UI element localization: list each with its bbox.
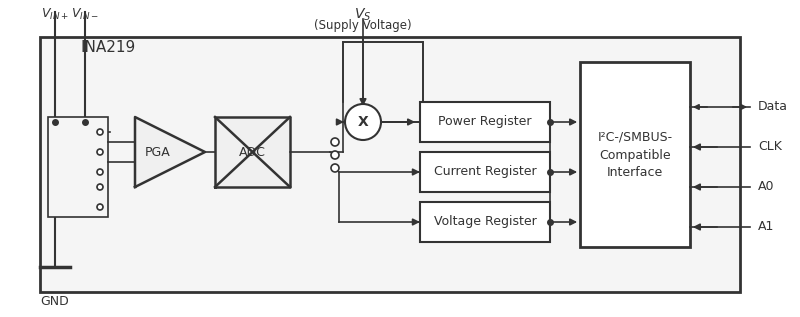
FancyBboxPatch shape xyxy=(420,202,550,242)
Text: A0: A0 xyxy=(758,180,774,193)
FancyBboxPatch shape xyxy=(420,102,550,142)
Text: PGA: PGA xyxy=(145,146,171,158)
Text: A1: A1 xyxy=(758,221,774,234)
Text: ADC: ADC xyxy=(238,146,266,158)
Circle shape xyxy=(97,184,103,190)
Circle shape xyxy=(97,169,103,175)
Text: Voltage Register: Voltage Register xyxy=(434,216,536,229)
Circle shape xyxy=(345,104,381,140)
Circle shape xyxy=(331,164,339,172)
Circle shape xyxy=(97,129,103,135)
Polygon shape xyxy=(215,117,290,187)
Polygon shape xyxy=(135,117,205,187)
Circle shape xyxy=(331,138,339,146)
Text: I²C-/SMBUS-
Compatible
Interface: I²C-/SMBUS- Compatible Interface xyxy=(598,131,673,179)
Text: (Supply Voltage): (Supply Voltage) xyxy=(314,19,412,32)
Text: CLK: CLK xyxy=(758,140,782,153)
Circle shape xyxy=(97,204,103,210)
Circle shape xyxy=(331,151,339,159)
FancyBboxPatch shape xyxy=(420,152,550,192)
Text: INA219: INA219 xyxy=(80,40,135,55)
FancyBboxPatch shape xyxy=(48,117,108,217)
Text: GND: GND xyxy=(41,295,70,308)
Text: Current Register: Current Register xyxy=(434,165,536,178)
Text: $V_S$: $V_S$ xyxy=(354,7,372,23)
Text: $V_{IN+}$: $V_{IN+}$ xyxy=(41,7,69,22)
FancyBboxPatch shape xyxy=(40,37,740,292)
Circle shape xyxy=(97,149,103,155)
FancyBboxPatch shape xyxy=(580,62,690,247)
Text: X: X xyxy=(358,115,368,129)
Text: Power Register: Power Register xyxy=(438,115,532,128)
Text: $V_{IN-}$: $V_{IN-}$ xyxy=(71,7,99,22)
Text: Data: Data xyxy=(758,100,788,113)
